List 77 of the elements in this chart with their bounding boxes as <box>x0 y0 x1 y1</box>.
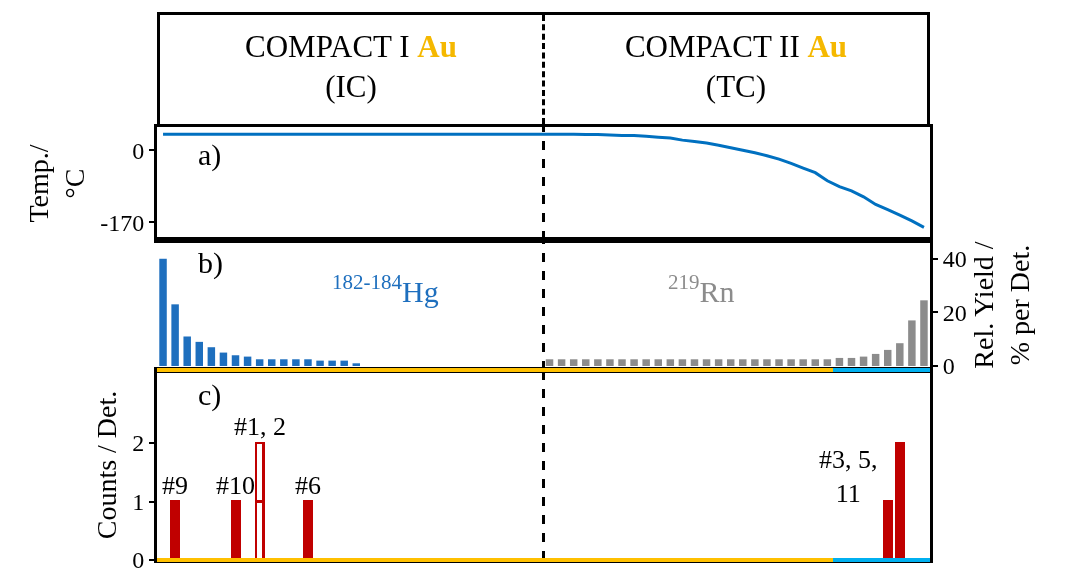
bar <box>714 359 723 366</box>
annotation: #1, 2 <box>234 412 286 441</box>
annotation: #6 <box>295 471 321 500</box>
bar <box>859 356 868 366</box>
bar <box>207 347 216 366</box>
y-tick-label: 0 <box>132 547 145 574</box>
bar <box>799 359 807 366</box>
y-axis-title: Counts / Det. <box>90 390 122 540</box>
bar <box>569 359 578 366</box>
bar <box>582 359 590 366</box>
bar <box>702 359 711 366</box>
bar <box>739 359 747 366</box>
y-tick-label: 2 <box>132 430 145 457</box>
bar <box>340 360 348 366</box>
y2-tick-label: 40 <box>942 246 967 273</box>
bar <box>195 341 204 366</box>
y2-axis-title: Rel. Yield / % per Det. <box>967 241 1036 369</box>
bar <box>666 359 675 366</box>
bar <box>606 359 614 366</box>
annotation: a) <box>198 138 222 172</box>
bar <box>545 359 554 366</box>
bar <box>763 359 771 366</box>
bar <box>896 343 904 366</box>
text: Au <box>417 29 457 64</box>
annotation: #9 <box>162 471 188 500</box>
y-tick-label: 0 <box>132 137 145 164</box>
series-label: $^{182-184}$Hg <box>332 270 439 308</box>
bar <box>219 352 228 366</box>
bar <box>690 359 699 366</box>
annotation: #3, 5, 11 <box>819 445 878 508</box>
bar <box>352 363 361 366</box>
annotation: c) <box>198 378 222 412</box>
bar <box>231 355 240 366</box>
bar <box>871 353 880 366</box>
bar <box>243 356 252 366</box>
y2-tick-label: 0 <box>942 353 955 380</box>
bar <box>678 359 687 366</box>
bar <box>811 359 819 366</box>
series-label: $^{219}$Rn <box>668 270 735 308</box>
bar <box>618 359 626 366</box>
bar <box>171 304 179 366</box>
y-tick-label: 1 <box>132 488 145 515</box>
bar <box>328 360 336 366</box>
bar <box>835 357 844 366</box>
line-series <box>161 132 926 229</box>
bar <box>304 359 312 366</box>
bar <box>255 359 264 366</box>
y-axis-title: Temp./ °C <box>22 144 90 223</box>
bar <box>183 336 191 366</box>
y-tick-label: -170 <box>100 209 145 236</box>
bar <box>159 258 167 366</box>
bar <box>594 359 602 366</box>
bar <box>775 359 783 366</box>
text: (TC) <box>705 69 767 104</box>
annotation: b) <box>198 246 223 280</box>
bar <box>726 359 735 366</box>
bar <box>292 359 300 366</box>
bar <box>847 357 856 366</box>
y2-tick-label: 20 <box>942 299 967 326</box>
bar <box>642 359 650 366</box>
bar <box>908 320 916 366</box>
text: COMPACT II <box>624 29 800 64</box>
bar <box>883 349 892 366</box>
bar <box>654 359 662 366</box>
bar <box>920 300 928 366</box>
annotation: #10 <box>216 471 255 500</box>
bar <box>787 359 795 366</box>
bar <box>823 359 832 366</box>
text: Au <box>807 29 848 64</box>
text: COMPACT I <box>245 29 410 64</box>
bar <box>751 359 759 366</box>
bar <box>268 359 276 366</box>
bar <box>280 359 288 366</box>
bar <box>630 359 638 366</box>
bar <box>557 359 566 366</box>
text: (IC) <box>325 69 377 104</box>
bar <box>316 360 324 366</box>
